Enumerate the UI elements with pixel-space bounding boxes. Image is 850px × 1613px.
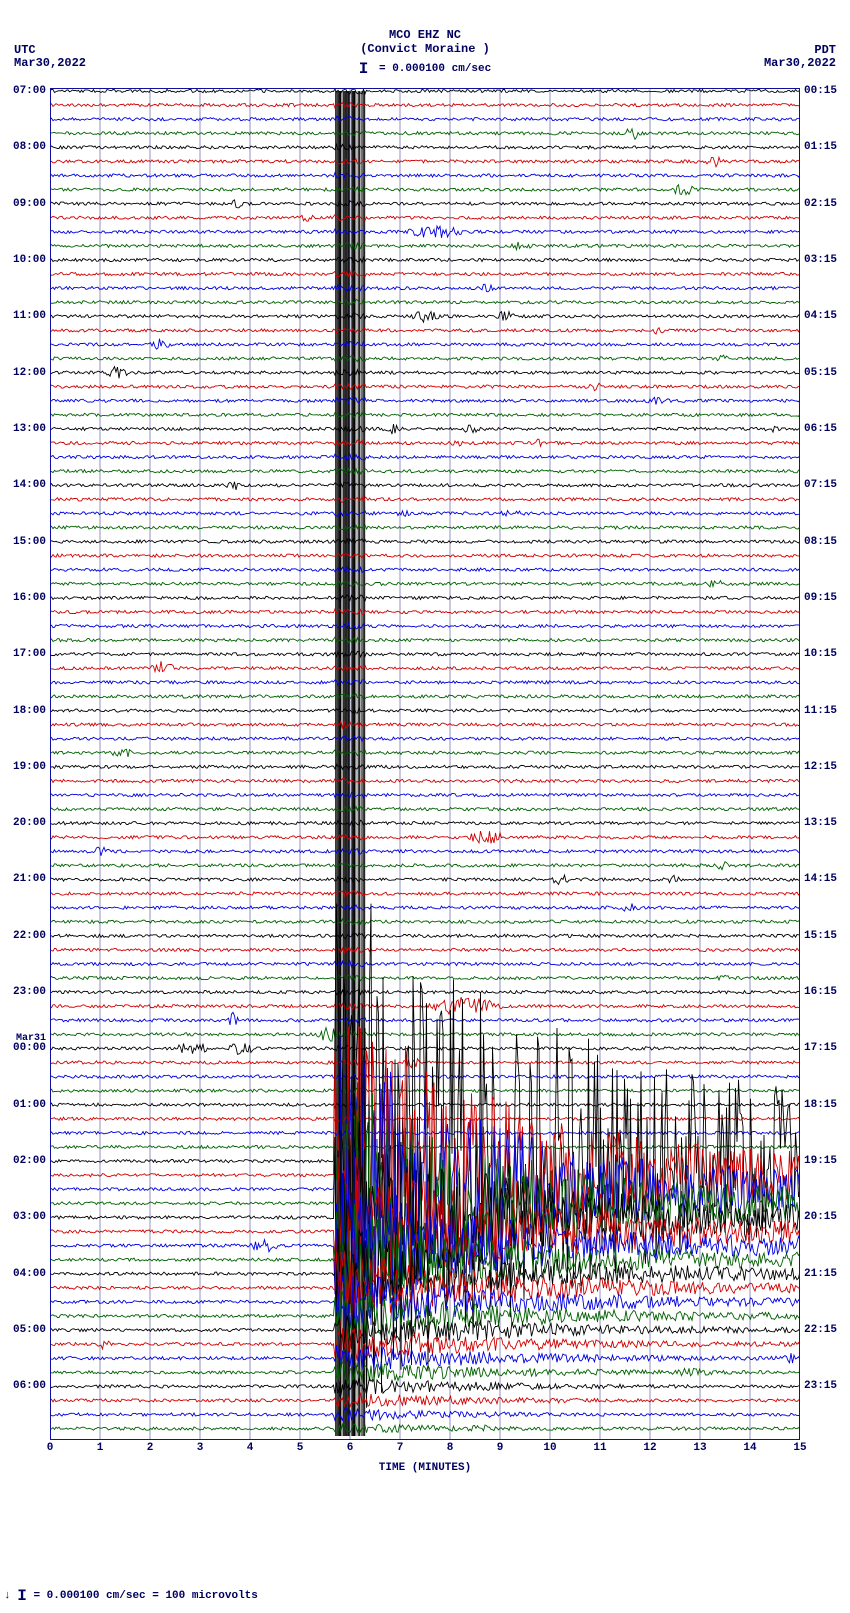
hour-label: 09:00	[0, 199, 46, 210]
hour-label: 18:15	[804, 1100, 850, 1111]
footer-text: = 0.000100 cm/sec = 100 microvolts	[33, 1590, 257, 1602]
hour-label: 02:00	[0, 1156, 46, 1167]
plot-border	[50, 88, 800, 1440]
hour-label: 10:15	[804, 649, 850, 660]
scale-indicator: I = 0.000100 cm/sec	[0, 60, 850, 78]
hour-label: 06:15	[804, 424, 850, 435]
hour-label: 16:00	[0, 593, 46, 604]
x-tick: 14	[740, 1442, 760, 1454]
x-tick: 12	[640, 1442, 660, 1454]
hour-label: 08:00	[0, 142, 46, 153]
x-axis-title: TIME (MINUTES)	[0, 1462, 850, 1474]
hour-label: 18:00	[0, 706, 46, 717]
hour-label: 00:15	[804, 86, 850, 97]
right-timezone-block: PDT Mar30,2022	[764, 44, 836, 70]
x-tick: 15	[790, 1442, 810, 1454]
scale-bar-glyph: I	[359, 60, 369, 78]
right-date-label: Mar30,2022	[764, 57, 836, 70]
hour-label: 10:00	[0, 255, 46, 266]
x-tick: 9	[490, 1442, 510, 1454]
hour-label: 00:00	[0, 1043, 46, 1054]
hour-label: 01:00	[0, 1100, 46, 1111]
hour-label: 22:00	[0, 931, 46, 942]
left-date-label: Mar30,2022	[14, 57, 86, 70]
hour-label: 16:15	[804, 987, 850, 998]
hour-label: 13:15	[804, 818, 850, 829]
hour-label: 15:00	[0, 537, 46, 548]
hour-label: 22:15	[804, 1325, 850, 1336]
hour-label: 11:15	[804, 706, 850, 717]
hour-label: 20:15	[804, 1212, 850, 1223]
pdt-hour-labels: 00:15 01:15 02:15 03:15 04:15 05:15 06:15 07:15…	[802, 88, 850, 1440]
hour-label: 19:15	[804, 1156, 850, 1167]
station-code: MCO EHZ NC	[0, 28, 850, 42]
hour-label: 06:00	[0, 1381, 46, 1392]
footer-tick-glyph: ↓	[4, 1590, 11, 1602]
scale-text: = 0.000100 cm/sec	[379, 63, 491, 75]
x-tick: 7	[390, 1442, 410, 1454]
plot-area	[50, 88, 800, 1440]
footer-bar-glyph: I	[17, 1587, 27, 1605]
hour-label: 07:00	[0, 86, 46, 97]
hour-label: 04:00	[0, 1269, 46, 1280]
hour-label: 23:15	[804, 1381, 850, 1392]
left-timezone-block: UTC Mar30,2022	[14, 44, 86, 70]
x-tick: 1	[90, 1442, 110, 1454]
x-tick: 5	[290, 1442, 310, 1454]
x-tick: 2	[140, 1442, 160, 1454]
hour-label: 17:00	[0, 649, 46, 660]
x-tick: 6	[340, 1442, 360, 1454]
hour-label: 15:15	[804, 931, 850, 942]
hour-label: 08:15	[804, 537, 850, 548]
hour-label: 05:15	[804, 368, 850, 379]
seismogram-container: MCO EHZ NC (Convict Moraine ) I = 0.0001…	[0, 0, 850, 1613]
hour-label: 19:00	[0, 762, 46, 773]
x-tick: 10	[540, 1442, 560, 1454]
footer-scale: ↓ I = 0.000100 cm/sec = 100 microvolts	[4, 1587, 258, 1605]
hour-label: 14:15	[804, 874, 850, 885]
hour-label: 05:00	[0, 1325, 46, 1336]
x-tick: 3	[190, 1442, 210, 1454]
hour-label: 04:15	[804, 311, 850, 322]
hour-label: 09:15	[804, 593, 850, 604]
title-block: MCO EHZ NC (Convict Moraine ) I = 0.0001…	[0, 0, 850, 78]
station-location: (Convict Moraine )	[0, 42, 850, 56]
hour-label: 23:00	[0, 987, 46, 998]
hour-label: 13:00	[0, 424, 46, 435]
hour-label: 11:00	[0, 311, 46, 322]
hour-label: 03:00	[0, 1212, 46, 1223]
x-tick: 0	[40, 1442, 60, 1454]
x-tick: 11	[590, 1442, 610, 1454]
hour-label: 17:15	[804, 1043, 850, 1054]
hour-label: 02:15	[804, 199, 850, 210]
hour-label: 01:15	[804, 142, 850, 153]
hour-label: 14:00	[0, 480, 46, 491]
hour-label: 03:15	[804, 255, 850, 266]
x-tick: 8	[440, 1442, 460, 1454]
hour-label: 12:00	[0, 368, 46, 379]
hour-label: 21:15	[804, 1269, 850, 1280]
hour-label: 21:00	[0, 874, 46, 885]
x-tick: 4	[240, 1442, 260, 1454]
hour-label: 12:15	[804, 762, 850, 773]
utc-hour-labels: 07:00 08:00 09:00 10:00 11:00 12:00 13:00 14:00…	[0, 88, 48, 1440]
x-tick: 13	[690, 1442, 710, 1454]
hour-label: 20:00	[0, 818, 46, 829]
hour-label: 07:15	[804, 480, 850, 491]
